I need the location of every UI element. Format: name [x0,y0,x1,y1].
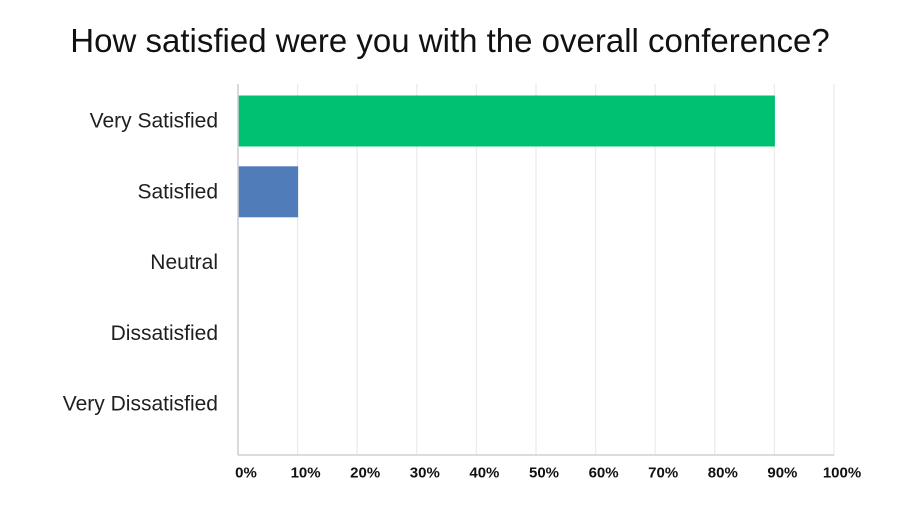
x-tick-label: 100% [823,465,861,482]
x-tick-label: 30% [410,465,440,482]
x-tick-label: 0% [235,465,257,482]
x-tick-label: 90% [767,465,797,482]
category-labels: Very Satisfied Satisfied Neutral Dissatisfi… [63,110,218,416]
bars [237,95,775,218]
x-tick-label: 10% [291,465,321,482]
x-tick-label: 20% [350,465,380,482]
x-tick-label: 40% [469,465,499,482]
x-tick-label: 60% [589,465,619,482]
x-tick-labels: 0% 10% 20% 30% 40% 50% 60% 70% 80% 90% 100% [235,465,861,482]
category-label: Very Dissatisfied [63,393,218,416]
category-label: Satisfied [137,180,218,203]
category-label: Dissatisfied [111,322,218,345]
x-tick-label: 50% [529,465,559,482]
x-tick-label: 80% [708,465,738,482]
category-label: Very Satisfied [90,110,218,133]
chart-title: How satisfied were you with the overall … [70,22,830,59]
category-label: Neutral [150,251,218,274]
x-tick-label: 70% [648,465,678,482]
bar-satisfied [237,166,299,218]
bar-very-satisfied [237,95,775,147]
